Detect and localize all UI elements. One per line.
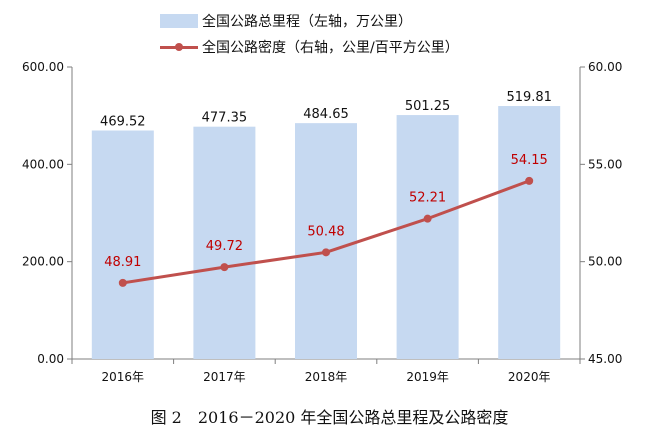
x-tick-label: 2020年 <box>508 370 551 384</box>
bar-mileage <box>498 106 561 359</box>
line-value-label: 54.15 <box>511 153 548 168</box>
line-point-density <box>118 278 127 287</box>
line-value-label: 52.21 <box>409 191 446 206</box>
y-tick-label-right: 45.00 <box>588 352 622 366</box>
y-tick-label-left: 0.00 <box>37 352 64 366</box>
bar-value-label: 477.35 <box>202 111 248 126</box>
x-tick-label: 2016年 <box>102 370 145 384</box>
bar-value-label: 469.52 <box>100 115 146 130</box>
line-point-density <box>220 263 229 272</box>
figure-caption: 图 2 2016－2020 年全国公路总里程及公路密度 <box>150 408 509 427</box>
legend-label-density: 全国公路密度（右轴，公里/百平方公里） <box>202 40 459 56</box>
line-point-density <box>525 176 534 185</box>
bar-mileage <box>295 123 357 360</box>
legend-label-mileage: 全国公路总里程（左轴，万公里） <box>202 14 412 30</box>
line-value-label: 49.72 <box>206 239 243 254</box>
chart-legend: 全国公路总里程（左轴，万公里） 全国公路密度（右轴，公里/百平方公里） <box>160 8 580 60</box>
bar-value-label: 501.25 <box>405 99 451 114</box>
bar-mileage <box>91 130 154 359</box>
bar-mileage <box>396 115 459 359</box>
combo-chart: 0.00 200.00 400.00 600.00 45.00 50.00 55.00 60.… <box>22 60 622 384</box>
line-value-label: 48.91 <box>104 255 141 270</box>
line-point-density <box>423 214 432 223</box>
legend-swatch-bar <box>160 14 198 28</box>
line-value-label: 50.48 <box>307 224 344 239</box>
line-point-density <box>322 248 330 257</box>
legend-item-mileage: 全国公路总里程（左轴，万公里） <box>160 8 580 34</box>
x-tick-label: 2018年 <box>305 370 348 384</box>
legend-item-density: 全国公路密度（右轴，公里/百平方公里） <box>160 34 580 60</box>
bar-mileage <box>193 126 256 359</box>
bar-value-label: 484.65 <box>303 107 349 122</box>
bar-value-label: 519.81 <box>506 90 552 105</box>
y-tick-label-right: 55.00 <box>588 157 622 171</box>
legend-swatch-line <box>160 40 198 54</box>
x-tick-label: 2019年 <box>406 370 449 384</box>
y-tick-label-left: 200.00 <box>22 255 64 269</box>
y-tick-label-right: 50.00 <box>588 255 622 269</box>
y-tick-label-right: 60.00 <box>588 60 622 74</box>
y-tick-label-left: 400.00 <box>22 157 64 171</box>
x-tick-label: 2017年 <box>203 370 246 384</box>
y-tick-label-left: 600.00 <box>22 60 64 74</box>
